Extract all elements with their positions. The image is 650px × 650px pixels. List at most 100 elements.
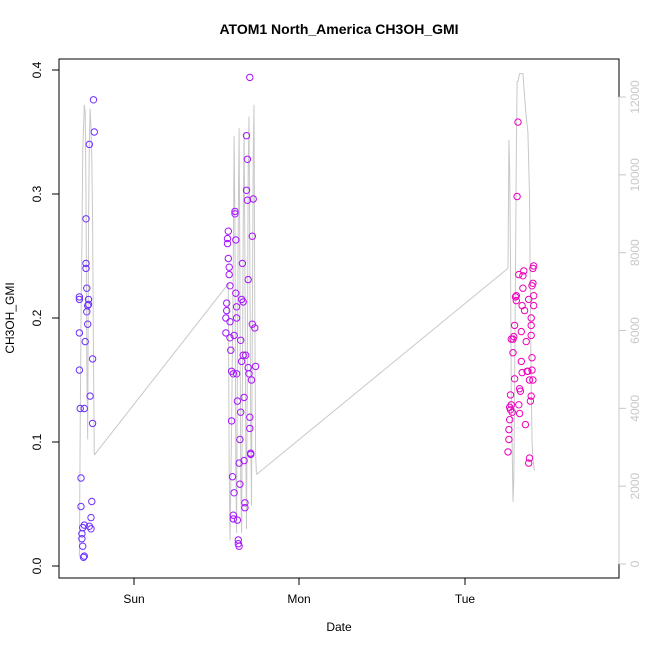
- data-point: [79, 542, 87, 550]
- data-point: [227, 346, 235, 354]
- data-point: [242, 351, 250, 359]
- data-point: [87, 525, 95, 533]
- data-point: [508, 408, 516, 416]
- data-point: [245, 370, 253, 378]
- plot-frame: [58, 58, 620, 579]
- data-point: [84, 320, 92, 328]
- y-tick-label: 0.3: [30, 185, 44, 202]
- data-point: [229, 511, 238, 519]
- y-axis-right: 0 2000 4000 6000 8000 10000 12000: [618, 80, 642, 567]
- data-point: [517, 357, 525, 366]
- data-point: [513, 192, 521, 201]
- data-point: [225, 263, 233, 271]
- data-point: [232, 314, 241, 322]
- data-point: [242, 186, 251, 195]
- data-point: [505, 435, 513, 444]
- data-point: [514, 118, 522, 126]
- data-point: [248, 320, 257, 328]
- y2-tick-label: 2000: [628, 472, 642, 499]
- data-point: [77, 502, 85, 511]
- data-point: [511, 293, 520, 301]
- data-point: [75, 293, 84, 301]
- data-point: [75, 295, 84, 304]
- altitude-line-bridge: [256, 267, 509, 475]
- data-point: [525, 459, 533, 467]
- altitude-line-series: [78, 73, 535, 557]
- x-axis-label: Date: [326, 620, 352, 634]
- data-point: [226, 318, 234, 326]
- data-point: [232, 303, 241, 311]
- data-point: [235, 542, 243, 550]
- data-point: [522, 337, 530, 346]
- data-point: [526, 397, 535, 405]
- altitude-line-segment: [78, 104, 95, 557]
- data-point: [507, 401, 515, 409]
- data-point: [241, 504, 249, 512]
- data-point: [84, 295, 93, 304]
- y2-tick-label: 8000: [628, 239, 642, 266]
- data-point: [232, 370, 241, 378]
- data-point: [79, 553, 88, 561]
- data-point: [80, 552, 89, 560]
- data-point: [77, 474, 85, 482]
- data-point: [231, 207, 239, 216]
- data-point: [505, 425, 513, 434]
- y2-tick-label: 10000: [628, 158, 642, 192]
- data-point: [520, 267, 528, 275]
- data-point: [226, 282, 234, 290]
- data-point: [223, 299, 231, 307]
- x-tick-label: Sun: [123, 592, 144, 606]
- data-point: [251, 362, 260, 371]
- data-point: [510, 375, 519, 383]
- data-point: [243, 155, 252, 164]
- data-point: [226, 334, 234, 342]
- y-tick-label: 0.1: [30, 433, 44, 450]
- data-point: [510, 332, 518, 341]
- data-point: [246, 413, 254, 421]
- data-point: [87, 513, 95, 522]
- data-point: [517, 327, 525, 336]
- data-point: [232, 236, 240, 244]
- data-point: [241, 499, 249, 507]
- data-point: [223, 306, 231, 315]
- data-point: [246, 424, 254, 433]
- data-point: [233, 516, 242, 524]
- data-point: [521, 420, 530, 429]
- data-point: [230, 489, 238, 497]
- data-point: [512, 292, 520, 300]
- data-point: [76, 404, 84, 413]
- data-point: [80, 521, 89, 529]
- data-point: [237, 408, 245, 416]
- data-point: [504, 448, 512, 456]
- data-point: [238, 259, 247, 268]
- data-point: [530, 262, 538, 270]
- data-point: [88, 355, 97, 363]
- data-point: [515, 409, 524, 418]
- data-point: [518, 301, 526, 310]
- data-point: [86, 392, 94, 400]
- data-point: [516, 387, 525, 395]
- data-point: [529, 279, 537, 287]
- data-point: [236, 435, 244, 444]
- data-point: [251, 324, 259, 332]
- data-point: [80, 404, 89, 413]
- data-point: [229, 370, 238, 378]
- data-point: [509, 349, 517, 357]
- data-point: [222, 329, 230, 337]
- data-point: [246, 73, 254, 82]
- x-tick-label: Tue: [455, 592, 476, 606]
- data-point: [237, 336, 245, 344]
- data-point: [525, 295, 533, 304]
- data-point: [525, 376, 534, 384]
- data-point: [527, 321, 535, 330]
- data-point: [519, 272, 527, 280]
- data-point: [85, 140, 94, 149]
- data-point: [225, 270, 233, 279]
- y2-tick-label: 12000: [628, 80, 642, 114]
- data-point: [75, 329, 84, 337]
- data-point: [248, 232, 257, 240]
- ch3oh-points-series: [75, 73, 538, 561]
- data-point: [529, 376, 537, 384]
- data-point: [530, 292, 538, 300]
